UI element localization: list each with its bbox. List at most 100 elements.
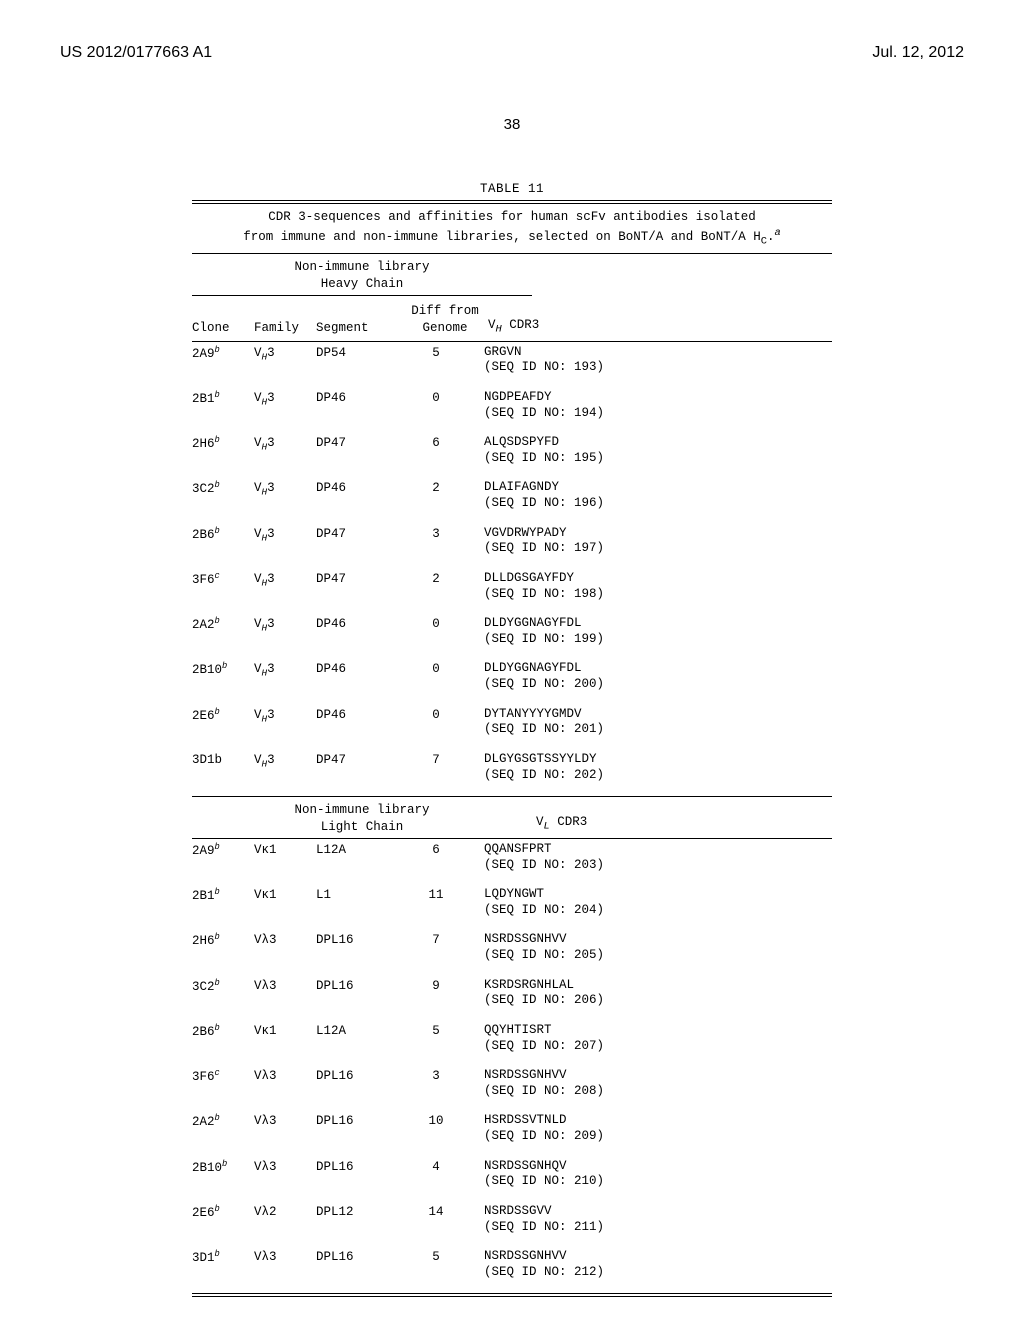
cell-seq: DLDYGGNAGYFDL(SEQ ID NO: 199) <box>484 616 832 657</box>
cell-seq: QQANSFPRT(SEQ ID NO: 203) <box>484 842 832 883</box>
cell-diff: 5 <box>406 345 484 362</box>
cell-segment: DP54 <box>316 345 406 362</box>
rule <box>192 253 832 254</box>
caption-sup: a <box>775 227 781 239</box>
cell-seq: KSRDSRGNHLAL(SEQ ID NO: 206) <box>484 978 832 1019</box>
cell-clone: 2E6b <box>192 707 254 725</box>
cell-seq: NGDPEAFDY(SEQ ID NO: 194) <box>484 390 832 431</box>
table-row: 2B6bVκ1L12A5QQYHTISRT(SEQ ID NO: 207) <box>192 1022 832 1065</box>
cell-seq: DLGYGSGTSSYYLDY(SEQ ID NO: 202) <box>484 752 832 793</box>
cell-family: VH3 <box>254 661 316 680</box>
cell-family: VH3 <box>254 435 316 454</box>
cell-diff: 0 <box>406 661 484 678</box>
cell-clone: 2A2b <box>192 1113 254 1131</box>
cell-seq: DLAIFAGNDY(SEQ ID NO: 196) <box>484 480 832 521</box>
heavy-line1: Non-immune library <box>294 260 429 274</box>
cell-diff: 6 <box>406 435 484 452</box>
cell-clone: 3D1b <box>192 1249 254 1267</box>
cell-family: Vλ3 <box>254 1249 316 1266</box>
cell-clone: 2B6b <box>192 1023 254 1041</box>
table-row: 3F6cVH3DP472DLLDGSGAYFDY(SEQ ID NO: 198) <box>192 570 832 613</box>
cell-family: Vλ3 <box>254 1068 316 1085</box>
cell-family: VH3 <box>254 390 316 409</box>
page-header: US 2012/0177663 A1 Jul. 12, 2012 <box>0 0 1024 62</box>
cell-diff: 2 <box>406 480 484 497</box>
cell-segment: L12A <box>316 1023 406 1040</box>
cell-segment: DP46 <box>316 390 406 407</box>
caption-line2-prefix: from immune and non-immune libraries, se… <box>243 230 761 244</box>
cell-family: VH3 <box>254 345 316 364</box>
cell-family: Vκ1 <box>254 1023 316 1040</box>
cell-family: Vλ3 <box>254 1113 316 1130</box>
cell-segment: DP47 <box>316 526 406 543</box>
table-caption: CDR 3-sequences and affinities for human… <box>192 206 832 252</box>
cell-seq: LQDYNGWT(SEQ ID NO: 204) <box>484 887 832 928</box>
publication-number: US 2012/0177663 A1 <box>60 44 212 62</box>
cell-family: VH3 <box>254 526 316 545</box>
table-row: 2A9bVH3DP545GRGVN(SEQ ID NO: 193) <box>192 344 832 387</box>
publication-date: Jul. 12, 2012 <box>872 44 964 62</box>
cell-family: Vλ3 <box>254 932 316 949</box>
cell-seq: GRGVN(SEQ ID NO: 193) <box>484 345 832 386</box>
cell-diff: 11 <box>406 887 484 904</box>
rule <box>192 838 532 839</box>
cell-clone: 2H6b <box>192 932 254 950</box>
cell-diff: 4 <box>406 1159 484 1176</box>
cell-segment: DP47 <box>316 752 406 769</box>
cell-segment: L12A <box>316 842 406 859</box>
cell-family: Vκ1 <box>254 887 316 904</box>
cell-clone: 2B10b <box>192 661 254 679</box>
cell-family: VH3 <box>254 752 316 771</box>
table-row: 2E6bVλ2DPL1214NSRDSSGVV(SEQ ID NO: 211) <box>192 1203 832 1246</box>
cell-seq: ALQSDSPYFD(SEQ ID NO: 195) <box>484 435 832 476</box>
cell-seq: NSRDSSGVV(SEQ ID NO: 211) <box>484 1204 832 1245</box>
cell-seq: DLLDGSGAYFDY(SEQ ID NO: 198) <box>484 571 832 612</box>
cell-diff: 3 <box>406 1068 484 1085</box>
rule <box>192 203 832 204</box>
cell-family: VH3 <box>254 480 316 499</box>
caption-line2-suffix: . <box>767 230 775 244</box>
cell-segment: DP46 <box>316 707 406 724</box>
heavy-chain-section: Non-immune library Heavy Chain <box>192 256 532 293</box>
table-row: 3F6cVλ3DPL163NSRDSSGNHVV(SEQ ID NO: 208) <box>192 1067 832 1110</box>
cell-clone: 2E6b <box>192 1204 254 1222</box>
cell-diff: 9 <box>406 978 484 995</box>
cell-family: Vλ3 <box>254 978 316 995</box>
table-row: 2H6bVH3DP476ALQSDSPYFD(SEQ ID NO: 195) <box>192 434 832 477</box>
cell-segment: DP46 <box>316 480 406 497</box>
col-vl-cdr3: VL CDR3 <box>532 814 832 836</box>
cell-segment: DPL16 <box>316 1159 406 1176</box>
cell-clone: 2B1b <box>192 887 254 905</box>
table-label: TABLE 11 <box>192 181 832 198</box>
cell-diff: 14 <box>406 1204 484 1221</box>
cell-seq: DYTANYYYYGMDV(SEQ ID NO: 201) <box>484 707 832 748</box>
light-line2: Light Chain <box>321 820 404 834</box>
rule <box>192 295 532 296</box>
cell-seq: NSRDSSGNHVV(SEQ ID NO: 205) <box>484 932 832 973</box>
table-row: 2A9bVκ1L12A6QQANSFPRT(SEQ ID NO: 203) <box>192 841 832 884</box>
cell-clone: 2B10b <box>192 1159 254 1177</box>
cell-diff: 5 <box>406 1023 484 1040</box>
light-line1: Non-immune library <box>294 803 429 817</box>
cell-clone: 3F6c <box>192 571 254 589</box>
table-row: 2B1bVH3DP460NGDPEAFDY(SEQ ID NO: 194) <box>192 389 832 432</box>
rule <box>192 796 832 797</box>
cell-diff: 0 <box>406 707 484 724</box>
cell-diff: 6 <box>406 842 484 859</box>
cell-segment: DPL12 <box>316 1204 406 1221</box>
table-row: 2B10bVH3DP460DLDYGGNAGYFDL(SEQ ID NO: 20… <box>192 660 832 703</box>
cell-clone: 2B1b <box>192 390 254 408</box>
table-row: 3C2bVλ3DPL169KSRDSRGNHLAL(SEQ ID NO: 206… <box>192 977 832 1020</box>
cell-clone: 2H6b <box>192 435 254 453</box>
table-row: 2H6bVλ3DPL167NSRDSSGNHVV(SEQ ID NO: 205) <box>192 931 832 974</box>
cell-clone: 2A9b <box>192 345 254 363</box>
cell-segment: L1 <box>316 887 406 904</box>
col-diff: Diff fromGenome <box>406 303 484 337</box>
cell-segment: DP47 <box>316 571 406 588</box>
rule <box>192 1293 832 1294</box>
rule <box>532 838 832 839</box>
table-row: 3D1bVλ3DPL165NSRDSSGNHVV(SEQ ID NO: 212) <box>192 1248 832 1291</box>
cell-diff: 5 <box>406 1249 484 1266</box>
cell-segment: DPL16 <box>316 932 406 949</box>
table-row: 3D1bVH3DP477DLGYGSGTSSYYLDY(SEQ ID NO: 2… <box>192 751 832 794</box>
